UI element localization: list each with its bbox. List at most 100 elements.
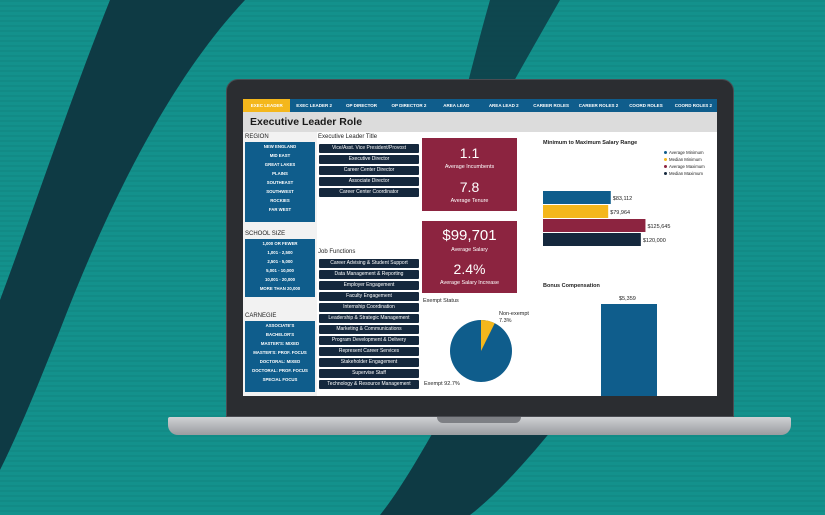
school-size-item[interactable]: 2,501 - 5,000 bbox=[267, 259, 293, 264]
avg-tenure-value: 7.8 bbox=[459, 179, 480, 195]
exec-title-chip[interactable]: Career Center Director bbox=[319, 166, 419, 175]
avg-incumbents-label: Average Incumbents bbox=[444, 164, 495, 170]
legend-label: Median Maximum bbox=[669, 171, 703, 176]
legend-label: Median Minimum bbox=[669, 157, 702, 162]
avg-salary-label: Average Salary bbox=[451, 247, 488, 253]
job-function-chip[interactable]: Marketing & Communications bbox=[319, 325, 419, 334]
dashboard-screen: EXEC LEADER EXEC LEADER 2 OP DIRECTOR OP… bbox=[243, 99, 717, 396]
avg-incumbents-value: 1.1 bbox=[459, 145, 480, 161]
tab-area-lead-2[interactable]: AREA LEAD 2 bbox=[488, 103, 519, 108]
nonexempt-pct: 7.3% bbox=[499, 318, 512, 324]
salary-range-chart: $83,112 $79,964 $125,645 $120,000 bbox=[543, 191, 670, 246]
job-function-chip[interactable]: Supervise Staff bbox=[319, 369, 419, 378]
exec-title-chip[interactable]: Associate Director bbox=[319, 177, 419, 186]
carnegie-item[interactable]: MASTER'S: MIXED bbox=[260, 341, 300, 346]
job-function-chip[interactable]: Data Management & Reporting bbox=[319, 270, 419, 279]
region-item[interactable]: GREAT LAKES bbox=[264, 162, 296, 167]
nonexempt-label: Non-exempt bbox=[499, 311, 529, 317]
salary-bar-label: $83,112 bbox=[613, 196, 632, 202]
exec-title-slicer: Vice/Asst. Vice President/Provost Execut… bbox=[318, 144, 420, 199]
exempt-label: Exempt 92.7% bbox=[424, 381, 460, 387]
exec-title-chip[interactable]: Vice/Asst. Vice President/Provost bbox=[319, 144, 419, 153]
carnegie-item[interactable]: DOCTORAL: MIXED bbox=[259, 359, 301, 364]
school-size-item[interactable]: 1,000 OR FEWER bbox=[262, 241, 298, 246]
carnegie-item[interactable]: MASTER'S: PROF. FOCUS bbox=[253, 350, 307, 355]
tab-exec-leader-2[interactable]: EXEC LEADER 2 bbox=[296, 103, 332, 108]
school-size-item[interactable]: 1,001 - 2,500 bbox=[267, 250, 293, 255]
region-item[interactable]: FAR WEST bbox=[268, 207, 292, 212]
region-item[interactable]: PLAINS bbox=[272, 171, 288, 176]
laptop-base bbox=[168, 417, 791, 435]
job-functions-label: Job Functions bbox=[318, 249, 356, 255]
job-function-chip[interactable]: Represent Career Services bbox=[319, 347, 419, 356]
legend-label: Average Maximum bbox=[669, 164, 705, 169]
tab-coord-roles-2[interactable]: COORD ROLES 2 bbox=[674, 103, 712, 108]
nav-tabs: EXEC LEADER EXEC LEADER 2 OP DIRECTOR OP… bbox=[243, 99, 717, 112]
bonus-title: Bonus Compensation bbox=[543, 283, 600, 289]
exec-title-chip[interactable]: Executive Director bbox=[319, 155, 419, 164]
bonus-value-label: $5,359 bbox=[619, 296, 636, 302]
salary-bar bbox=[543, 191, 611, 204]
salary-bar bbox=[543, 219, 646, 232]
carnegie-item[interactable]: ASSOCIATE'S bbox=[265, 323, 295, 328]
avg-tenure-label: Average Tenure bbox=[450, 198, 489, 204]
exempt-pie bbox=[450, 320, 512, 382]
salary-bar bbox=[543, 233, 641, 246]
carnegie-slicer: ASSOCIATE'S BACHELOR'S MASTER'S: MIXED M… bbox=[245, 321, 315, 392]
school-size-label: SCHOOL SIZE bbox=[245, 231, 286, 237]
region-item[interactable]: SOUTHEAST bbox=[266, 180, 294, 185]
tab-op-director[interactable]: OP DIRECTOR bbox=[345, 103, 378, 108]
region-label: REGION bbox=[245, 134, 269, 140]
school-size-item[interactable]: 5,001 - 10,000 bbox=[266, 268, 294, 273]
salary-bar-label: $79,964 bbox=[610, 210, 630, 216]
salary-range-title: Minimum to Maximum Salary Range bbox=[543, 140, 638, 146]
tab-career-roles-2[interactable]: CAREER ROLES 2 bbox=[578, 103, 619, 108]
carnegie-label: CARNEGIE bbox=[245, 313, 277, 319]
job-function-chip[interactable]: Employer Engagement bbox=[319, 281, 419, 290]
carnegie-item[interactable]: SPECIAL FOCUS bbox=[262, 377, 298, 382]
school-size-slicer: 1,000 OR FEWER 1,001 - 2,500 2,501 - 5,0… bbox=[245, 239, 315, 297]
job-function-chip[interactable]: Program Development & Delivery bbox=[319, 336, 419, 345]
job-function-chip[interactable]: Leadership & Strategic Management bbox=[319, 314, 419, 323]
title-bar bbox=[243, 112, 717, 132]
legend-label: Average Minimum bbox=[669, 150, 704, 155]
tab-career-roles[interactable]: CAREER ROLES bbox=[533, 103, 570, 108]
salary-bar-label: $120,000 bbox=[643, 238, 666, 244]
school-size-item[interactable]: 10,001 - 20,000 bbox=[264, 277, 296, 282]
job-function-chip[interactable]: Faculty Engagement bbox=[319, 292, 419, 301]
job-function-chip[interactable]: Internship Coordination bbox=[319, 303, 419, 312]
salary-bar-label: $125,645 bbox=[647, 224, 670, 230]
carnegie-item[interactable]: BACHELOR'S bbox=[265, 332, 295, 337]
kpi-salary: $99,701 Average Salary 2.4% Average Sala… bbox=[422, 221, 517, 293]
legend-item: Average Minimum bbox=[664, 149, 705, 156]
job-functions-slicer: Career Advising & Student Support Data M… bbox=[318, 259, 420, 391]
tab-area-lead[interactable]: AREA LEAD bbox=[443, 103, 470, 108]
avg-increase-label: Average Salary Increase bbox=[440, 280, 499, 286]
legend-item: Median Maximum bbox=[664, 170, 705, 177]
exempt-title: Exempt Status bbox=[423, 298, 459, 304]
laptop-notch bbox=[437, 417, 521, 423]
legend-item: Median Minimum bbox=[664, 156, 705, 163]
exec-title-label: Executive Leader Title bbox=[318, 134, 378, 140]
job-function-chip[interactable]: Career Advising & Student Support bbox=[319, 259, 419, 268]
region-item[interactable]: SOUTHWEST bbox=[266, 189, 294, 194]
region-item[interactable]: MID EAST bbox=[269, 153, 291, 158]
avg-increase-value: 2.4% bbox=[453, 261, 486, 277]
exec-title-chip[interactable]: Career Center Coordinator bbox=[319, 188, 419, 197]
bonus-bar bbox=[601, 304, 657, 396]
job-function-chip[interactable]: Stakeholder Engagement bbox=[319, 358, 419, 367]
kpi-incumbents-tenure: 1.1 Average Incumbents 7.8 Average Tenur… bbox=[422, 138, 517, 211]
carnegie-item[interactable]: DOCTORAL: PROF. FOCUS bbox=[252, 368, 308, 373]
school-size-item[interactable]: MORE THAN 20,000 bbox=[259, 286, 301, 291]
avg-salary-value: $99,701 bbox=[442, 227, 497, 244]
job-function-chip[interactable]: Technology & Resource Management bbox=[319, 380, 419, 389]
region-item[interactable]: NEW ENGLAND bbox=[263, 144, 297, 149]
salary-bar bbox=[543, 205, 609, 218]
page-title: Executive Leader Role bbox=[250, 116, 363, 128]
region-item[interactable]: ROCKIES bbox=[270, 198, 290, 203]
tab-op-director-2[interactable]: OP DIRECTOR 2 bbox=[391, 103, 427, 108]
tab-coord-roles[interactable]: COORD ROLES bbox=[629, 103, 663, 108]
tab-exec-leader[interactable]: EXEC LEADER bbox=[243, 99, 291, 112]
salary-legend: Average Minimum Median Minimum Average M… bbox=[664, 149, 705, 177]
pie-slice-nonexempt bbox=[481, 320, 495, 351]
